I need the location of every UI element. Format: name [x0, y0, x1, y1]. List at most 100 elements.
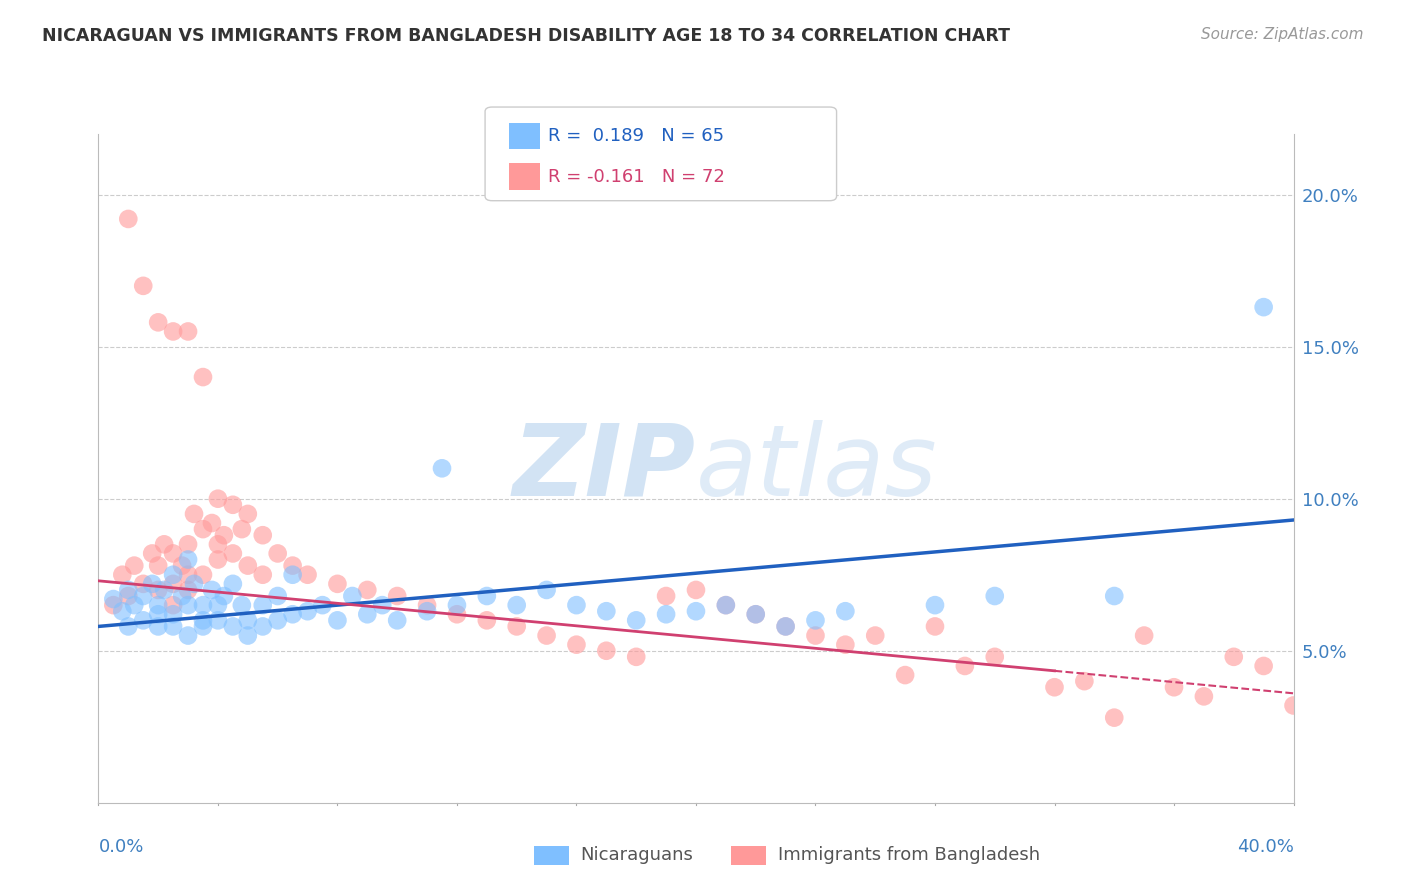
Point: [326, 577, 349, 591]
Point: [342, 589, 364, 603]
Point: [124, 558, 146, 573]
Point: [177, 567, 200, 582]
Point: [536, 582, 558, 597]
Point: [207, 491, 229, 506]
Point: [984, 589, 1007, 603]
Point: [1104, 711, 1126, 725]
Point: [804, 628, 827, 642]
Point: [775, 619, 797, 633]
Point: [212, 589, 235, 603]
Point: [536, 628, 558, 642]
Text: Source: ZipAtlas.com: Source: ZipAtlas.com: [1201, 27, 1364, 42]
Point: [984, 649, 1007, 664]
Point: [475, 613, 498, 627]
Point: [103, 592, 125, 607]
Point: [191, 370, 214, 384]
Point: [1073, 674, 1095, 689]
Point: [222, 498, 245, 512]
Point: [252, 619, 274, 633]
Point: [207, 613, 229, 627]
Point: [565, 598, 588, 612]
Point: [865, 628, 887, 642]
Point: [446, 607, 468, 622]
Point: [177, 582, 200, 597]
Point: [326, 613, 349, 627]
Point: [183, 507, 205, 521]
Point: [281, 558, 304, 573]
Point: [153, 537, 176, 551]
Text: ZIP: ZIP: [513, 420, 696, 516]
Point: [177, 598, 200, 612]
Point: [281, 607, 304, 622]
Point: [222, 619, 245, 633]
Point: [117, 211, 139, 226]
Point: [162, 598, 184, 612]
Point: [207, 537, 229, 551]
Point: [132, 613, 155, 627]
Point: [446, 598, 468, 612]
Point: [356, 582, 378, 597]
Point: [385, 589, 409, 603]
Point: [267, 546, 290, 560]
Point: [953, 659, 976, 673]
Point: [148, 582, 170, 597]
Point: [267, 613, 290, 627]
Point: [475, 589, 498, 603]
Text: atlas: atlas: [696, 420, 938, 516]
Point: [714, 598, 737, 612]
Text: R = -0.161   N = 72: R = -0.161 N = 72: [548, 168, 725, 186]
Point: [655, 607, 678, 622]
Point: [1282, 698, 1305, 713]
Point: [162, 619, 184, 633]
Point: [252, 567, 274, 582]
Point: [191, 619, 214, 633]
Point: [1192, 690, 1215, 704]
Text: NICARAGUAN VS IMMIGRANTS FROM BANGLADESH DISABILITY AGE 18 TO 34 CORRELATION CHA: NICARAGUAN VS IMMIGRANTS FROM BANGLADESH…: [42, 27, 1010, 45]
Point: [1133, 628, 1156, 642]
Point: [141, 577, 163, 591]
Point: [626, 649, 648, 664]
Point: [222, 546, 245, 560]
Point: [626, 613, 648, 627]
Point: [191, 613, 214, 627]
Point: [191, 567, 214, 582]
Point: [148, 619, 170, 633]
Point: [506, 619, 529, 633]
Point: [207, 552, 229, 566]
Point: [132, 577, 155, 591]
Point: [834, 638, 856, 652]
Point: [236, 558, 259, 573]
Point: [430, 461, 453, 475]
Point: [148, 315, 170, 329]
Point: [1223, 649, 1246, 664]
Text: 0.0%: 0.0%: [98, 838, 143, 856]
Point: [685, 604, 707, 618]
Point: [162, 567, 184, 582]
Point: [1253, 300, 1275, 314]
Point: [297, 604, 319, 618]
Point: [172, 589, 194, 603]
Point: [177, 552, 200, 566]
Point: [685, 582, 707, 597]
Point: [416, 598, 439, 612]
Point: [177, 325, 200, 339]
Point: [236, 613, 259, 627]
Point: [111, 567, 134, 582]
Point: [132, 589, 155, 603]
Point: [745, 607, 768, 622]
Point: [595, 604, 617, 618]
Point: [1163, 680, 1185, 694]
Point: [894, 668, 917, 682]
Point: [385, 613, 409, 627]
Text: 40.0%: 40.0%: [1237, 838, 1294, 856]
Point: [191, 598, 214, 612]
Point: [183, 577, 205, 591]
Point: [162, 325, 184, 339]
Point: [267, 589, 290, 603]
Point: [172, 558, 194, 573]
Point: [207, 598, 229, 612]
Point: [1253, 659, 1275, 673]
Point: [1104, 589, 1126, 603]
Point: [236, 628, 259, 642]
Point: [201, 516, 224, 530]
